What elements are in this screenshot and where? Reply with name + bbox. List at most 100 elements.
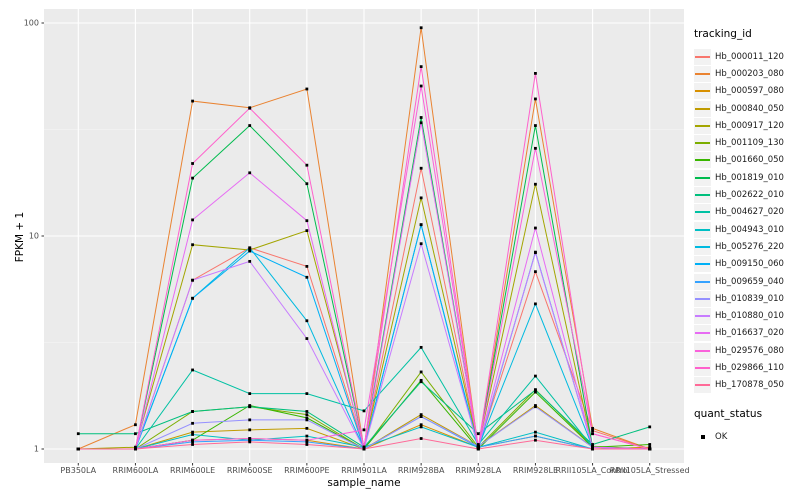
legend-key-line (695, 90, 710, 93)
legend-item-Hb_010880_010: Hb_010880_010 (694, 307, 798, 325)
legend-key-line (695, 315, 710, 318)
legend-key-line (695, 211, 710, 214)
data-point (534, 302, 537, 306)
data-point (419, 370, 423, 374)
legend-key-swatch (694, 204, 711, 221)
data-point (476, 443, 480, 446)
data-point (248, 418, 252, 422)
data-point (305, 319, 309, 323)
legend-item-label: Hb_000840_050 (715, 103, 784, 114)
data-point (362, 409, 366, 413)
legend-item-label: Hb_000917_120 (715, 120, 784, 131)
legend-key-swatch (694, 48, 711, 65)
data-point (419, 413, 423, 417)
data-point (534, 226, 537, 230)
data-point (305, 87, 309, 91)
x-tick-label-RRIM600LE: RRIM600LE (169, 466, 216, 475)
data-point (248, 246, 252, 250)
data-point (591, 432, 594, 436)
quant-status-key (694, 429, 711, 445)
legend-key-swatch (694, 342, 711, 359)
legend-key-line (695, 366, 710, 369)
data-point (476, 447, 480, 451)
data-point (305, 219, 309, 223)
data-point (419, 84, 423, 88)
data-point (305, 264, 309, 268)
legend-item-label: Hb_170878_050 (715, 380, 784, 391)
legend-key-swatch (694, 100, 711, 117)
data-point (648, 425, 652, 429)
data-point (591, 445, 594, 449)
data-point (534, 405, 537, 409)
legend-key-line (695, 349, 710, 352)
legend-item-Hb_001660_050: Hb_001660_050 (694, 152, 798, 169)
data-point (591, 426, 594, 430)
data-point (305, 413, 309, 417)
data-point (248, 440, 252, 444)
data-point (191, 162, 194, 165)
data-point (248, 124, 252, 127)
legend-key-line (695, 176, 710, 179)
data-point (305, 182, 309, 186)
data-point (648, 445, 652, 449)
x-tick-label-RRIM600SE: RRIM600SE (226, 466, 273, 475)
y-tick-label-10: 10 (28, 231, 39, 241)
legend-item-Hb_016637_020: Hb_016637_020 (694, 325, 798, 342)
legend-item-label: Hb_010839_010 (715, 293, 784, 304)
data-point (534, 71, 537, 75)
data-point (534, 430, 537, 434)
legend-item-Hb_000597_080: Hb_000597_080 (694, 83, 798, 100)
legend-quant-items: OK (694, 428, 798, 445)
data-point (248, 106, 252, 110)
data-point (305, 337, 309, 340)
y-tick-label-100: 100 (23, 18, 39, 28)
data-point (305, 163, 309, 167)
legend-key-swatch (694, 238, 711, 255)
legend-key-line (695, 142, 710, 145)
legend-item-label: Hb_029866_110 (715, 362, 784, 373)
data-point (191, 440, 194, 444)
data-point (305, 434, 309, 438)
data-point (248, 438, 252, 442)
data-point (248, 428, 252, 432)
legend-item-Hb_009150_060: Hb_009150_060 (694, 256, 798, 273)
legend-key-line (695, 280, 710, 283)
data-point (534, 438, 537, 442)
x-tick-label-RRIM928LE: RRIM928LE (512, 466, 559, 475)
legend-key-line (695, 297, 710, 300)
x-tick-label-PB350LA: PB350LA (60, 466, 97, 475)
data-point (534, 270, 537, 274)
data-point (191, 421, 194, 425)
legend-key-line (695, 194, 710, 197)
data-point (419, 242, 423, 246)
legend-key-swatch (694, 152, 711, 169)
legend-key-swatch (694, 290, 711, 307)
legend-item-Hb_170878_050: Hb_170878_050 (694, 377, 798, 394)
legend-item-Hb_009659_040: Hb_009659_040 (694, 273, 798, 290)
data-point (648, 443, 652, 446)
data-point (248, 259, 252, 263)
legend-key-swatch (694, 83, 711, 100)
legend-item-label: Hb_001109_130 (715, 138, 784, 149)
data-point (419, 121, 423, 125)
legend-key-swatch (694, 377, 711, 394)
legend-key-line (695, 72, 710, 75)
legend-quant-status: quant_status OK (694, 408, 798, 445)
data-point (191, 438, 194, 442)
legend-key-swatch (694, 117, 711, 134)
data-point (476, 432, 480, 436)
legend-key-swatch (694, 308, 711, 325)
data-point (76, 447, 80, 451)
legend-item-label: Hb_005276_220 (715, 241, 784, 252)
data-point (191, 99, 194, 103)
x-tick-label-RRIM600PE: RRIM600PE (284, 466, 330, 475)
legend-item-label: Hb_009150_060 (715, 259, 784, 270)
legend-key-swatch (694, 256, 711, 273)
data-point (134, 423, 137, 427)
legend-item-label: Hb_004943_010 (715, 224, 784, 235)
data-point (191, 278, 194, 282)
legend-key-line (695, 245, 710, 248)
legend-item-Hb_029866_110: Hb_029866_110 (694, 359, 798, 376)
data-point (305, 416, 309, 420)
legend-key-swatch (694, 325, 711, 342)
